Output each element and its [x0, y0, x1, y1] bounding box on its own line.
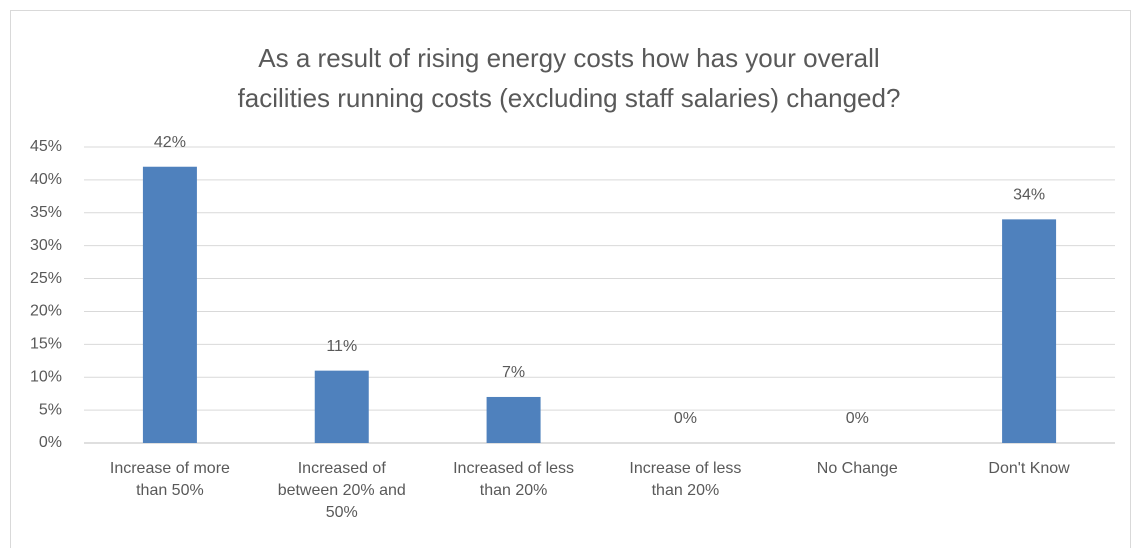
chart-border	[10, 10, 1131, 548]
chart-title: As a result of rising energy costs how h…	[237, 43, 901, 113]
x-tick-label: No Change	[816, 460, 898, 477]
x-tick-label: Increased of less than 20%	[453, 460, 575, 499]
title-box: As a result of rising energy costs how h…	[237, 43, 901, 113]
x-tick-label-box: Increase of less than 20%	[629, 460, 742, 499]
y-tick-label: 15%	[30, 336, 62, 353]
value-label: 11%	[326, 338, 357, 355]
value-label: 0%	[846, 410, 869, 427]
x-tick-label: Increase of more than 50%	[109, 460, 230, 499]
y-tick-label: 10%	[30, 368, 62, 385]
x-tick-label: Increased of between 20% and 50%	[277, 460, 406, 521]
bar	[142, 166, 197, 443]
x-tick-label: Increase of less than 20%	[629, 460, 742, 499]
x-tick-label: Don't Know	[988, 460, 1070, 477]
value-label: 0%	[674, 410, 697, 427]
value-label: 42%	[154, 134, 186, 151]
value-label: 7%	[502, 364, 525, 381]
x-tick-label-box: Increased of less than 20%	[453, 460, 575, 499]
y-tick-label: 20%	[30, 303, 62, 320]
x-tick-label-box: No Change	[816, 460, 898, 477]
bar	[1002, 219, 1057, 443]
bar	[486, 396, 541, 443]
y-tick-label: 45%	[30, 138, 62, 155]
x-tick-label-box: Increase of more than 50%	[109, 460, 230, 499]
y-tick-label: 40%	[30, 171, 62, 188]
y-tick-label: 30%	[30, 237, 62, 254]
y-tick-label: 0%	[39, 434, 62, 451]
value-label: 34%	[1013, 187, 1045, 204]
x-tick-label-box: Don't Know	[988, 460, 1070, 477]
y-tick-label: 35%	[30, 204, 62, 221]
y-tick-label: 25%	[30, 270, 62, 287]
x-tick-label-box: Increased of between 20% and 50%	[277, 460, 406, 521]
y-tick-label: 5%	[39, 401, 62, 418]
bar	[314, 370, 369, 443]
